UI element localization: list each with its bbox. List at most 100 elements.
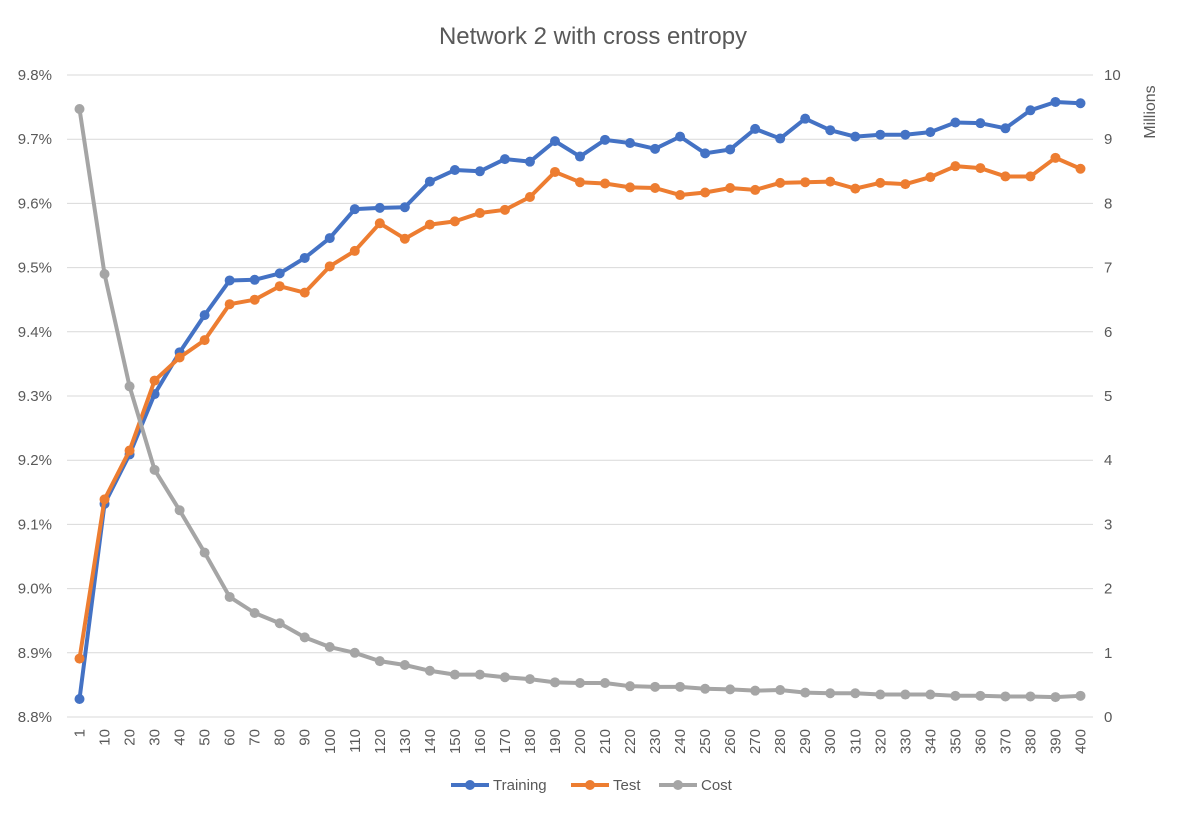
- right-tick-label: 1: [1104, 645, 1112, 662]
- x-tick-label: 150: [447, 729, 464, 754]
- data-point: [349, 647, 360, 658]
- data-point: [424, 176, 435, 187]
- data-point: [900, 129, 911, 140]
- legend-label: Cost: [701, 777, 733, 794]
- data-point: [524, 191, 535, 202]
- x-tick-label: 340: [922, 729, 939, 754]
- data-point: [600, 677, 611, 688]
- data-point: [825, 688, 836, 699]
- x-tick-label: 180: [522, 729, 539, 754]
- data-point: [299, 252, 310, 263]
- gridlines: [67, 74, 1093, 718]
- data-point: [825, 125, 836, 136]
- data-point: [675, 190, 686, 201]
- x-tick-label: 140: [422, 729, 439, 754]
- data-point: [249, 274, 260, 285]
- x-tick-label: 190: [547, 729, 564, 754]
- data-point: [199, 547, 210, 558]
- data-point: [1025, 171, 1036, 182]
- data-point: [750, 184, 761, 195]
- data-point: [700, 187, 711, 198]
- data-point: [1075, 690, 1086, 701]
- legend-swatch-marker: [673, 780, 683, 790]
- data-point: [1050, 152, 1061, 163]
- series-lines: [74, 96, 1086, 705]
- right-tick-label: 9: [1104, 131, 1112, 148]
- x-tick-label: 270: [747, 729, 764, 754]
- x-tick-label: 10: [97, 729, 114, 746]
- x-tick-label: 50: [197, 729, 214, 746]
- data-point: [549, 166, 560, 177]
- data-point: [1000, 691, 1011, 702]
- legend-item-training: Training: [451, 777, 547, 794]
- data-point: [700, 683, 711, 694]
- data-point: [449, 165, 460, 176]
- x-tick-label: 230: [647, 729, 664, 754]
- x-tick-label: 80: [272, 729, 289, 746]
- data-point: [449, 669, 460, 680]
- data-point: [424, 219, 435, 230]
- data-point: [950, 117, 961, 128]
- x-tick-label: 60: [222, 729, 239, 746]
- series-line: [77, 155, 1083, 661]
- x-tick-label: 110: [347, 729, 364, 753]
- x-tick-label: 210: [597, 729, 614, 754]
- left-tick-label: 9.7%: [18, 131, 52, 148]
- chart-title: Network 2 with cross entropy: [439, 23, 747, 50]
- right-tick-label: 2: [1104, 581, 1112, 598]
- data-point: [650, 143, 661, 154]
- x-tick-label: 240: [672, 729, 689, 754]
- data-point: [449, 216, 460, 227]
- left-tick-label: 9.8%: [18, 67, 52, 84]
- data-point: [399, 202, 410, 213]
- data-point: [725, 144, 736, 155]
- data-point: [474, 208, 485, 219]
- x-tick-label: 400: [1072, 729, 1089, 754]
- x-tick-label: 90: [297, 729, 314, 746]
- data-point: [399, 233, 410, 244]
- data-point: [474, 166, 485, 177]
- data-point: [524, 156, 535, 167]
- x-tick-label: 170: [497, 729, 514, 754]
- x-tick-label: 30: [147, 729, 164, 746]
- data-point: [499, 672, 510, 683]
- data-point: [575, 177, 585, 188]
- data-point: [875, 129, 886, 140]
- x-tick-label: 250: [697, 729, 714, 754]
- data-point: [1050, 96, 1061, 107]
- x-tick-label: 300: [822, 729, 839, 754]
- data-point: [575, 151, 585, 162]
- data-point: [324, 261, 335, 272]
- data-point: [925, 172, 936, 183]
- data-point: [224, 591, 235, 602]
- data-point: [274, 268, 285, 279]
- data-point: [299, 287, 310, 298]
- x-tick-label: 40: [172, 729, 189, 746]
- right-tick-label: 5: [1104, 388, 1112, 405]
- right-tick-label: 7: [1104, 260, 1112, 277]
- x-tick-label: 260: [722, 729, 739, 754]
- data-point: [625, 138, 636, 149]
- data-point: [74, 653, 85, 664]
- series-line: [77, 99, 1083, 702]
- x-tick-label: 120: [372, 729, 389, 754]
- data-point: [424, 665, 435, 676]
- data-point: [800, 177, 811, 188]
- data-point: [750, 123, 761, 134]
- data-point: [775, 133, 786, 144]
- data-point: [800, 687, 811, 698]
- data-point: [549, 136, 560, 147]
- data-point: [650, 681, 661, 692]
- legend-item-test: Test: [571, 777, 641, 794]
- left-tick-label: 9.5%: [18, 260, 52, 277]
- data-point: [850, 131, 861, 142]
- x-tick-label: 130: [397, 729, 414, 754]
- data-point: [775, 177, 786, 188]
- data-point: [99, 494, 110, 505]
- right-tick-label: 4: [1104, 452, 1112, 469]
- data-point: [149, 464, 160, 475]
- series-line: [77, 107, 1083, 700]
- data-point: [700, 148, 711, 159]
